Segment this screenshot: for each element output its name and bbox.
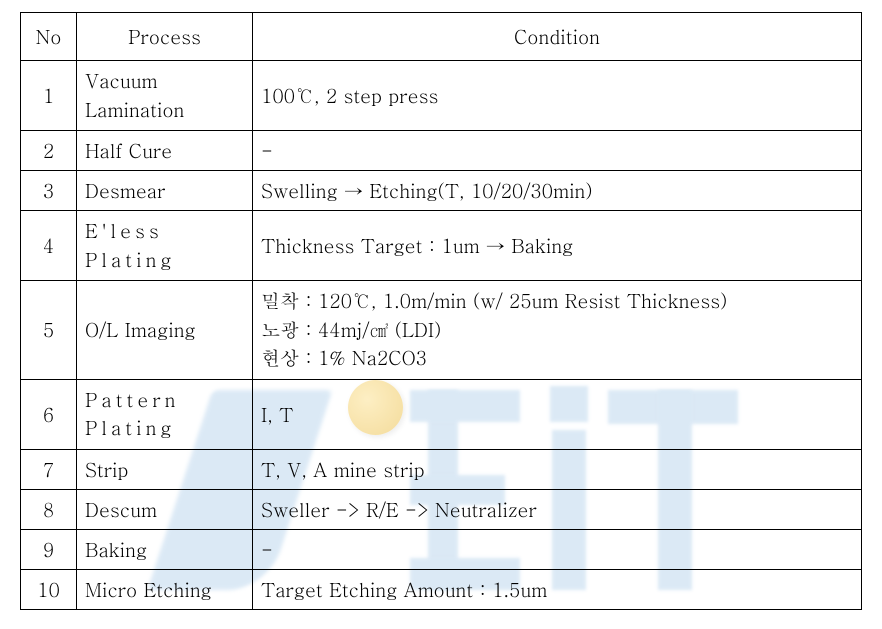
- process-table: No Process Condition 1 Vacuum Lamination…: [20, 12, 862, 610]
- cell-condition: Swelling → Etching(T, 10/20/30min): [253, 171, 862, 211]
- table-row: 9 Baking -: [21, 529, 862, 569]
- table-row: 7 Strip T, V, A mine strip: [21, 449, 862, 489]
- header-process: Process: [77, 13, 253, 61]
- table-row: 8 Descum Sweller -> R/E -> Neutralizer: [21, 489, 862, 529]
- cell-process: Micro Etching: [77, 569, 253, 609]
- table-row: 1 Vacuum Lamination 100℃, 2 step press: [21, 61, 862, 131]
- table-row: 4 E'less Plating Thickness Target : 1um …: [21, 211, 862, 281]
- header-condition: Condition: [253, 13, 862, 61]
- cell-condition: 100℃, 2 step press: [253, 61, 862, 131]
- cell-condition: Sweller -> R/E -> Neutralizer: [253, 489, 862, 529]
- table-row: 6 Pattern Plating I, T: [21, 379, 862, 449]
- cell-process: O/L Imaging: [77, 281, 253, 380]
- table-row: 2 Half Cure -: [21, 131, 862, 171]
- cell-process: Pattern Plating: [77, 379, 253, 449]
- cell-condition: I, T: [253, 379, 862, 449]
- cell-condition: -: [253, 529, 862, 569]
- cell-no: 6: [21, 379, 77, 449]
- cell-no: 10: [21, 569, 77, 609]
- cell-condition: -: [253, 131, 862, 171]
- cell-process: Baking: [77, 529, 253, 569]
- cell-process: Desmear: [77, 171, 253, 211]
- cell-condition: Target Etching Amount : 1.5um: [253, 569, 862, 609]
- cell-process: Vacuum Lamination: [77, 61, 253, 131]
- cell-no: 8: [21, 489, 77, 529]
- cell-process: E'less Plating: [77, 211, 253, 281]
- cell-condition: T, V, A mine strip: [253, 449, 862, 489]
- cell-process: Strip: [77, 449, 253, 489]
- table-row: 5 O/L Imaging 밀착 : 120℃, 1.0m/min (w/ 25…: [21, 281, 862, 380]
- cell-no: 3: [21, 171, 77, 211]
- table-row: 3 Desmear Swelling → Etching(T, 10/20/30…: [21, 171, 862, 211]
- cell-no: 2: [21, 131, 77, 171]
- cell-condition: Thickness Target : 1um → Baking: [253, 211, 862, 281]
- table-body: 1 Vacuum Lamination 100℃, 2 step press 2…: [21, 61, 862, 610]
- header-no: No: [21, 13, 77, 61]
- cell-process: Half Cure: [77, 131, 253, 171]
- table-header-row: No Process Condition: [21, 13, 862, 61]
- cell-process: Descum: [77, 489, 253, 529]
- cell-no: 4: [21, 211, 77, 281]
- cell-no: 5: [21, 281, 77, 380]
- cell-no: 9: [21, 529, 77, 569]
- table-row: 10 Micro Etching Target Etching Amount :…: [21, 569, 862, 609]
- cell-no: 7: [21, 449, 77, 489]
- cell-condition: 밀착 : 120℃, 1.0m/min (w/ 25um Resist Thic…: [253, 281, 862, 380]
- cell-no: 1: [21, 61, 77, 131]
